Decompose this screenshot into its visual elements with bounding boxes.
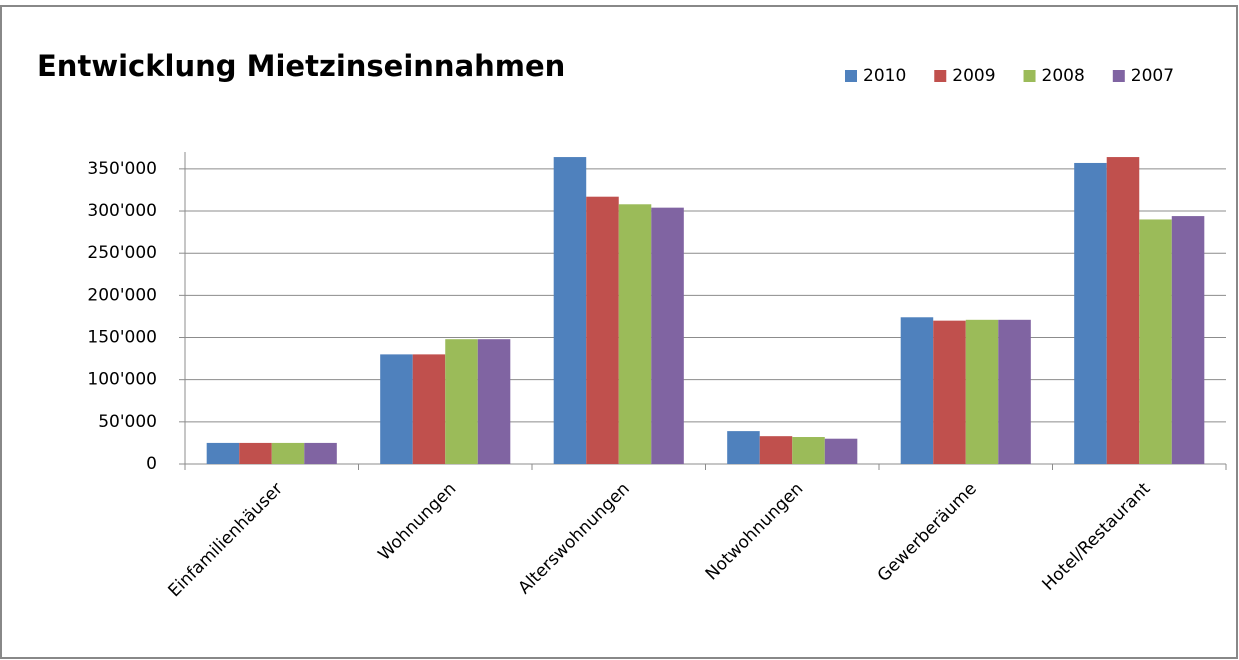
legend-label: 2009 — [952, 66, 995, 86]
bar — [651, 207, 684, 464]
bar — [1106, 157, 1140, 465]
bar — [206, 442, 240, 464]
bar — [998, 319, 1031, 464]
y-tick-label: 50'000 — [98, 412, 157, 432]
y-tick-label: 100'000 — [87, 370, 157, 390]
bar — [586, 196, 619, 464]
bar — [304, 442, 337, 464]
y-tick-label: 300'000 — [87, 201, 157, 221]
bar — [445, 339, 478, 464]
bar — [380, 354, 413, 464]
legend-label: 2008 — [1042, 66, 1085, 86]
y-tick-label: 250'000 — [87, 243, 157, 263]
legend-swatch — [1112, 70, 1125, 82]
bar — [824, 438, 858, 464]
bar — [1074, 162, 1107, 464]
bar — [900, 317, 934, 464]
y-tick-label: 150'000 — [87, 328, 157, 348]
bar — [618, 204, 652, 465]
legend-swatch — [1023, 70, 1036, 82]
bar — [477, 339, 511, 464]
bar — [412, 354, 446, 464]
bar — [792, 437, 825, 464]
y-tick-label: 350'000 — [87, 159, 157, 179]
bar — [239, 442, 272, 464]
bar — [965, 319, 999, 464]
legend-label: 2007 — [1131, 66, 1174, 86]
y-tick-label: 0 — [146, 454, 157, 474]
bar — [727, 431, 760, 464]
bar — [933, 320, 966, 464]
legend-swatch — [934, 70, 947, 82]
chart-title: Entwicklung Mietzinseinnahmen — [37, 49, 565, 83]
legend-label: 2010 — [863, 66, 906, 86]
bar — [1171, 216, 1205, 464]
bar — [1139, 219, 1172, 464]
bar — [759, 436, 793, 464]
bar — [271, 442, 305, 464]
bar — [553, 157, 587, 465]
y-tick-label: 200'000 — [87, 285, 157, 305]
legend-swatch — [845, 70, 857, 82]
